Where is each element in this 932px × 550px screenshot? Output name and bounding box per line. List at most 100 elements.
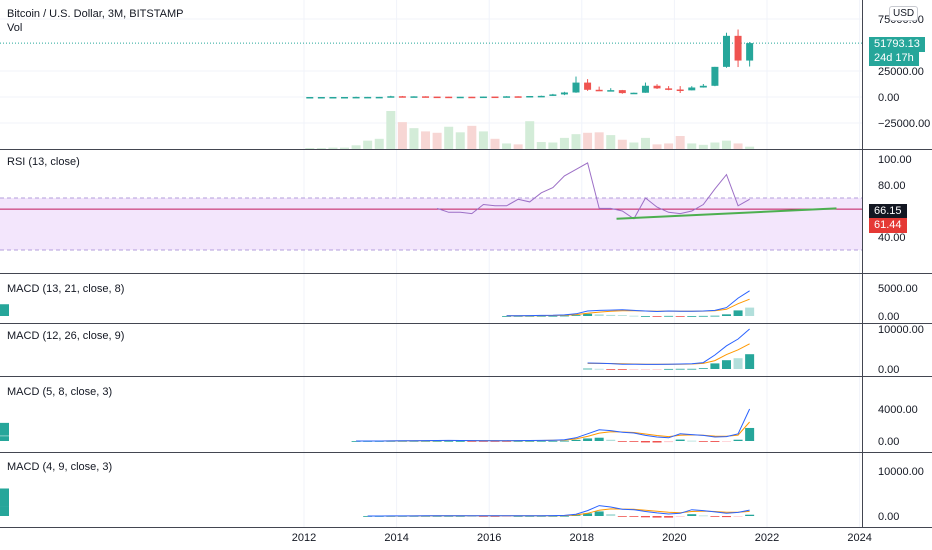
macd-histogram-bar — [525, 515, 535, 517]
macd-histogram-bar — [571, 439, 581, 441]
price-tick-label: −25000.00 — [878, 118, 930, 130]
candle-body — [364, 96, 372, 99]
volume-bar — [363, 140, 373, 149]
macd-histogram-bar — [432, 515, 442, 517]
macd-histogram-bar — [745, 354, 755, 369]
macd-histogram-bar — [536, 440, 546, 442]
macd-histogram-bar — [594, 511, 604, 516]
volume-bar — [513, 144, 523, 149]
macd-histogram-bar — [664, 368, 674, 370]
volume-bar — [606, 135, 616, 149]
macd-histogram-bar — [513, 440, 523, 442]
candle-body — [746, 43, 754, 61]
macd-histogram-bar — [606, 514, 616, 516]
candle-body — [398, 96, 406, 98]
volume-bar — [548, 142, 558, 149]
macd-histogram-bar — [652, 441, 662, 443]
macd-histogram-bar — [536, 515, 546, 517]
macd-histogram-bar — [733, 310, 743, 316]
macd3-title: MACD (5, 8, close, 3) — [7, 386, 113, 398]
macd-histogram-bar — [698, 515, 708, 517]
macd-histogram-bar — [606, 314, 616, 316]
candle-body — [526, 95, 534, 98]
candle-body — [676, 89, 684, 92]
volume-bar — [490, 138, 500, 149]
volume-bar — [421, 131, 431, 149]
macd-histogram-bar — [409, 440, 419, 442]
macd-histogram-bar — [710, 363, 720, 369]
macd-histogram-bar — [617, 369, 627, 370]
macd-histogram-bar — [629, 441, 639, 442]
macd-histogram-bar — [467, 515, 477, 517]
candle-body — [317, 96, 325, 99]
volume-bar — [502, 143, 512, 149]
macd-histogram-bar — [455, 515, 465, 517]
time-axis-label: 2020 — [662, 532, 686, 544]
macd2-title: MACD (12, 26, close, 9) — [7, 330, 125, 342]
volume-bar — [316, 148, 326, 149]
macd-histogram-bar — [652, 369, 662, 370]
candle-body — [329, 96, 337, 99]
macd-histogram-bar — [698, 315, 708, 317]
macd-histogram-bar — [640, 516, 650, 518]
macd-histogram-bar — [536, 315, 546, 317]
macd-histogram-bar — [745, 307, 755, 316]
time-axis-label: 2018 — [570, 532, 594, 544]
macd-histogram-bar — [687, 368, 697, 370]
macd-histogram-bar — [548, 315, 558, 317]
macd-histogram-bar — [606, 369, 616, 370]
macd-tick-label: 10000.00 — [878, 324, 924, 336]
currency-button[interactable]: USD — [889, 6, 919, 21]
macd1-title: MACD (13, 21, close, 8) — [7, 283, 125, 295]
volume-bar — [386, 111, 396, 149]
candle-body — [503, 96, 511, 98]
macd-histogram-bar — [710, 516, 720, 517]
candle-body — [537, 95, 545, 98]
candle-body — [491, 96, 499, 99]
macd-histogram-bar — [652, 516, 662, 518]
macd-histogram-bar — [490, 441, 500, 442]
volume-bar — [733, 143, 743, 149]
macd-histogram-bar — [478, 441, 488, 442]
macd-histogram-bar — [455, 441, 465, 442]
macd-histogram-bar — [640, 369, 650, 370]
rsi-line — [436, 162, 750, 220]
volume-bar — [559, 137, 569, 149]
macd-histogram-bar — [687, 316, 697, 317]
volume-legend: Vol — [7, 22, 23, 34]
macd-histogram-bar — [478, 516, 488, 517]
volume-bar — [467, 125, 477, 149]
macd-tick-label: 10000.00 — [878, 466, 924, 478]
candle-body — [341, 96, 349, 99]
macd-histogram-bar — [502, 441, 512, 442]
candle-body — [549, 94, 557, 96]
macd-signal-line — [356, 421, 750, 442]
macd-histogram-bar — [664, 315, 674, 317]
candle-body — [375, 96, 383, 99]
macd-histogram-bar — [513, 315, 523, 317]
candle-body — [387, 96, 395, 98]
price-tick-label: 25000.00 — [878, 66, 924, 78]
macd-histogram-bar — [710, 315, 720, 317]
macd-histogram-bar — [617, 441, 627, 442]
rsi-title: RSI (13, close) — [7, 156, 80, 168]
macd-histogram-bar — [721, 441, 731, 442]
candle-body — [422, 96, 430, 98]
macd-histogram-bar — [629, 369, 639, 370]
volume-bar — [617, 139, 627, 149]
candle-body — [410, 96, 418, 98]
candle-body — [630, 92, 638, 95]
macd-histogram-bar — [594, 437, 604, 441]
macd-histogram-bar — [640, 441, 650, 443]
candle-body — [560, 92, 568, 95]
rsi-tick-label: 40.00 — [878, 232, 906, 244]
candle-body — [352, 96, 360, 99]
macd-tick-label: 0.00 — [878, 364, 899, 376]
macd-histogram-bar — [559, 315, 569, 317]
volume-bar — [397, 122, 407, 149]
candle-body — [711, 66, 719, 86]
macd-histogram-bar — [687, 440, 697, 442]
volume-bar — [432, 132, 442, 149]
macd-histogram-bar — [721, 360, 731, 369]
